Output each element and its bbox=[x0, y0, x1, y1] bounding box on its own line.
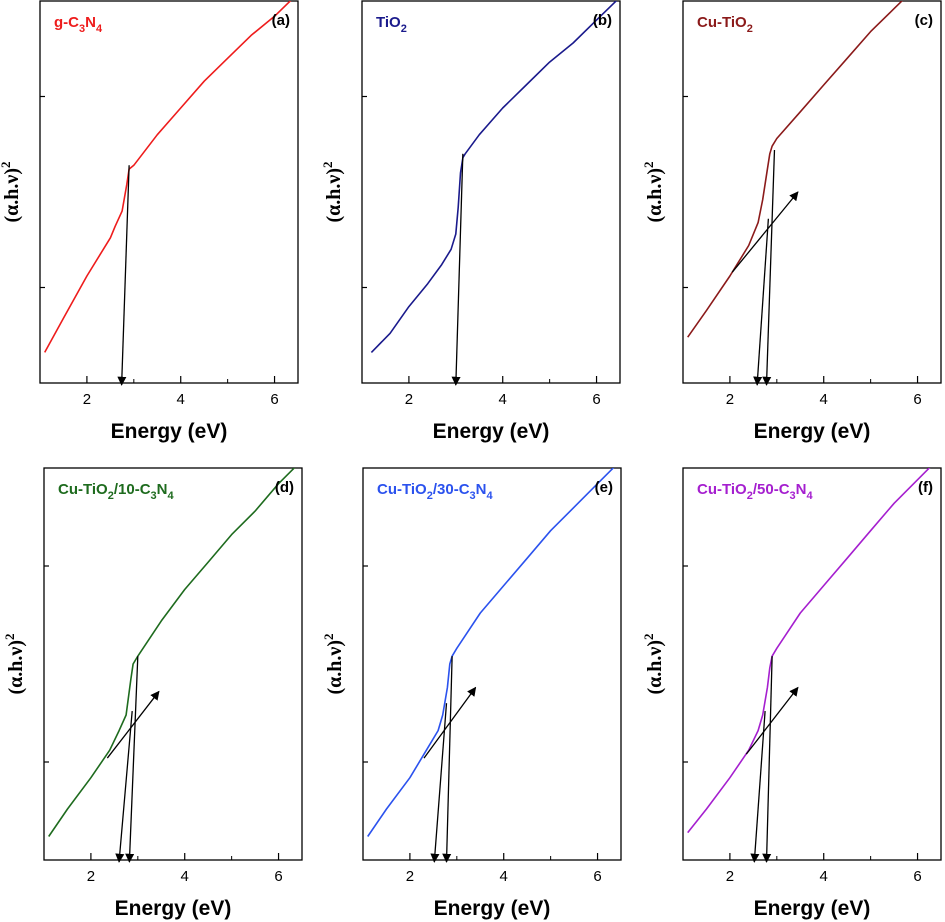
plot-frame bbox=[362, 467, 622, 861]
panel-title: Cu-TiO2/30-C3N4 bbox=[377, 481, 494, 502]
tangent-arrow bbox=[745, 686, 799, 755]
series-line bbox=[367, 468, 615, 837]
tangent-arrow bbox=[115, 710, 133, 863]
tangent-arrow bbox=[762, 656, 773, 863]
x-tick-label: 2 bbox=[406, 868, 414, 885]
x-tick-label: 6 bbox=[274, 868, 282, 885]
panel-title: Cu-TiO2/50-C3N4 bbox=[697, 481, 814, 502]
plot-frame bbox=[361, 0, 621, 384]
x-axis-title: Energy (eV) bbox=[754, 420, 871, 443]
x-tick-label: 4 bbox=[499, 391, 507, 408]
series-line bbox=[48, 468, 296, 837]
x-tick-label: 4 bbox=[181, 868, 189, 885]
y-axis-title: (α.h.ν)2 bbox=[320, 161, 345, 222]
series-line bbox=[687, 1, 904, 338]
plot-frame bbox=[682, 467, 942, 861]
tangent-arrow bbox=[451, 153, 464, 386]
tangent-arrow bbox=[430, 703, 448, 863]
x-tick-label: 6 bbox=[913, 391, 921, 408]
chart-panel-f: 2 4 6 (f) Cu-TiO2/50-C3N4 Energy (eV) (α.h.ν)2 bbox=[641, 467, 942, 920]
tangent-arrow bbox=[753, 218, 770, 386]
x-tick-label: 2 bbox=[87, 868, 95, 885]
tangent-arrow bbox=[125, 656, 139, 863]
tangent-arrow bbox=[106, 690, 160, 759]
panel-title: TiO2 bbox=[376, 14, 407, 35]
chart-panel-a: 2 4 6 (a) g-C3N4 Energy (eV) (α.h.ν)2 bbox=[0, 0, 299, 443]
chart-panel-b: 2 4 6 (b) TiO2 Energy (eV) (α.h.ν)2 bbox=[320, 0, 621, 443]
x-axis-title: Energy (eV) bbox=[115, 897, 232, 920]
y-axis-title: (α.h.ν)2 bbox=[2, 633, 27, 694]
panel-label: (b) bbox=[593, 12, 612, 29]
x-tick-label: 2 bbox=[405, 391, 413, 408]
y-axis-title: (α.h.ν)2 bbox=[321, 633, 346, 694]
plot-frame bbox=[39, 0, 299, 384]
tangent-arrow bbox=[750, 710, 766, 863]
tangent-arrow bbox=[731, 191, 799, 273]
panel-title: g-C3N4 bbox=[54, 14, 103, 35]
x-axis-title: Energy (eV) bbox=[433, 420, 550, 443]
y-axis-title: (α.h.ν)2 bbox=[0, 161, 23, 222]
y-axis-title: (α.h.ν)2 bbox=[641, 161, 666, 222]
plot-frame bbox=[43, 467, 303, 861]
panel-title: Cu-TiO2 bbox=[697, 14, 753, 35]
chart-panel-c: 2 4 6 (c) Cu-TiO2 Energy (eV) (α.h.ν)2 bbox=[641, 0, 942, 443]
panel-label: (e) bbox=[595, 479, 613, 496]
x-axis-title: Energy (eV) bbox=[434, 897, 551, 920]
x-tick-label: 6 bbox=[593, 868, 601, 885]
tangent-arrow bbox=[762, 149, 776, 386]
x-axis-title: Energy (eV) bbox=[111, 420, 228, 443]
x-axis-title: Energy (eV) bbox=[754, 897, 871, 920]
panel-label: (f) bbox=[918, 479, 933, 496]
series-line bbox=[687, 468, 931, 834]
x-tick-label: 6 bbox=[592, 391, 600, 408]
tangent-arrow bbox=[442, 656, 453, 863]
panel-label: (c) bbox=[915, 12, 933, 29]
x-tick-label: 4 bbox=[820, 391, 828, 408]
chart-panel-e: 2 4 6 (e) Cu-TiO2/30-C3N4 Energy (eV) (α.h.ν)2 bbox=[321, 467, 622, 920]
plot-frame bbox=[682, 0, 942, 384]
x-tick-label: 4 bbox=[820, 868, 828, 885]
x-tick-label: 4 bbox=[500, 868, 508, 885]
x-tick-label: 2 bbox=[726, 868, 734, 885]
x-tick-label: 6 bbox=[270, 391, 278, 408]
panel-title: Cu-TiO2/10-C3N4 bbox=[58, 481, 175, 502]
tangent-arrow bbox=[117, 165, 130, 386]
series-line bbox=[43, 1, 292, 353]
y-axis-title: (α.h.ν)2 bbox=[641, 633, 666, 694]
series-line bbox=[370, 1, 618, 353]
x-tick-label: 2 bbox=[83, 391, 91, 408]
panel-label: (d) bbox=[275, 479, 294, 496]
chart-panel-d: 2 4 6 (d) Cu-TiO2/10-C3N4 Energy (eV) (α.h.ν)2 bbox=[2, 467, 303, 920]
x-tick-label: 4 bbox=[177, 391, 185, 408]
x-tick-label: 2 bbox=[726, 391, 734, 408]
panel-label: (a) bbox=[272, 12, 290, 29]
x-tick-label: 6 bbox=[913, 868, 921, 885]
